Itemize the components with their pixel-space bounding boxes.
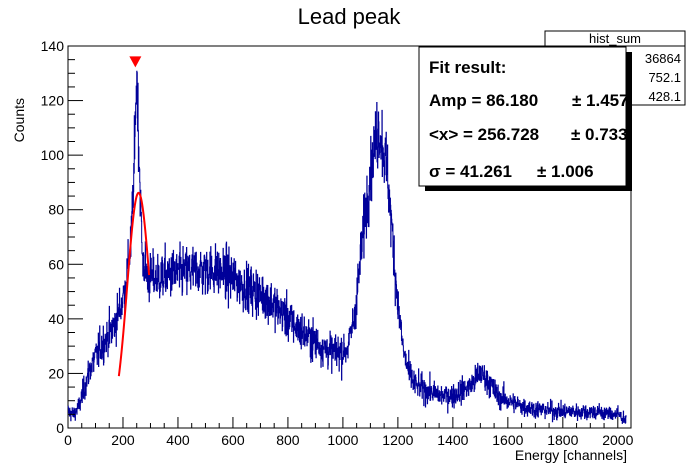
- y-tick-label: 40: [48, 311, 64, 327]
- stats-std-value: 428.1: [648, 89, 681, 104]
- fit-line: [117, 191, 151, 377]
- peak-marker-triangle: [129, 56, 142, 68]
- x-axis: 0 200 400 600 800 1000 1200 1400 1600 1800 2000: [64, 417, 634, 448]
- histogram-line: [67, 70, 627, 424]
- stats-box-name: hist_sum: [589, 31, 641, 46]
- fit-sigma-error: ± 1.006: [537, 162, 594, 181]
- stats-entries-value: 36864: [645, 51, 681, 66]
- fit-sigma-label: σ = 41.261: [429, 162, 512, 181]
- y-tick-label: 120: [41, 93, 65, 109]
- x-tick-label: 1600: [492, 432, 523, 448]
- y-tick-label: 80: [48, 202, 64, 218]
- x-tick-label: 1200: [382, 432, 413, 448]
- x-tick-label: 1000: [327, 432, 358, 448]
- x-tick-label: 1800: [547, 432, 578, 448]
- fit-mean-label: <x> = 256.728: [429, 125, 539, 144]
- fit-curve: [117, 191, 151, 377]
- fit-amp-error: ± 1.457: [572, 91, 629, 110]
- y-tick-label: 20: [48, 365, 64, 381]
- y-tick-label: 60: [48, 256, 64, 272]
- x-tick-label: 600: [221, 432, 245, 448]
- peak-marker: [129, 56, 142, 68]
- x-axis-label: Energy [channels]: [515, 447, 627, 463]
- x-tick-label: 2000: [602, 432, 633, 448]
- y-tick-label: 140: [41, 38, 65, 54]
- x-tick-label: 400: [166, 432, 190, 448]
- x-tick-label: 800: [276, 432, 300, 448]
- y-tick-label: 0: [56, 420, 64, 436]
- chart-title: Lead peak: [298, 4, 402, 29]
- stats-mean-value: 752.1: [648, 70, 681, 85]
- y-axis-label: Counts: [11, 98, 27, 142]
- x-tick-label: 200: [111, 432, 135, 448]
- fit-result-box: Fit result: Amp = 86.180 ± 1.457 <x> = 2…: [418, 46, 632, 191]
- fit-heading: Fit result:: [429, 58, 506, 77]
- histogram: [67, 70, 627, 424]
- fit-box-frame: [418, 46, 627, 187]
- x-tick-label: 0: [64, 432, 72, 448]
- fit-mean-error: ± 0.733: [571, 125, 628, 144]
- x-tick-label: 1400: [437, 432, 468, 448]
- y-tick-label: 100: [41, 147, 65, 163]
- y-axis: 0 20 40 60 80 100 120 140: [41, 38, 83, 436]
- fit-amp-label: Amp = 86.180: [429, 91, 538, 110]
